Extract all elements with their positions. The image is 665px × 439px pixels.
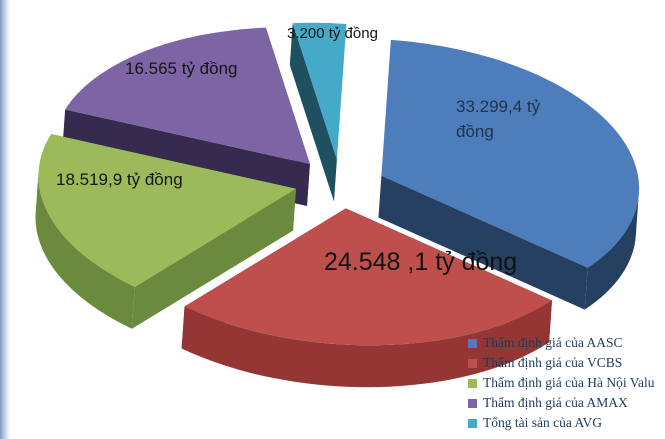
legend-marker-hanoi-valu-icon [468, 378, 477, 388]
pie-slice-side-aasc [378, 175, 588, 310]
legend-label-amax: Thẩm định giá của AMAX [483, 395, 628, 410]
legend-marker-aasc-icon [468, 338, 477, 348]
legend-label-vcbs: Thẩm định giá của VCBS [483, 355, 623, 370]
pie-slice-rim-hanoi-valu [35, 170, 135, 329]
legend-marker-amax-icon [468, 398, 477, 408]
pie-slice-amax [65, 27, 310, 165]
slide-left-border [0, 0, 10, 439]
value-label-avg: 3.200 tỷ đồng [287, 25, 378, 42]
pie-slice-rim-vcbs [181, 300, 552, 388]
pie-slice-rim-aasc [584, 193, 639, 310]
pie-slice-aasc [381, 39, 640, 268]
legend-row-aasc: Thẩm định giá của AASC [468, 333, 654, 353]
value-label-aasc: 33.299,4 tỷ đồng [456, 97, 541, 141]
pie-slice-side-hanoi-valu [131, 188, 296, 329]
legend-marker-vcbs-icon [468, 358, 477, 368]
legend-marker-avg-icon [468, 418, 477, 428]
legend-label-hanoi-valu: Thẩm định giá của Hà Nội Valu [483, 375, 655, 390]
value-label-amax: 16.565 tỷ đồng [125, 59, 238, 78]
pie-slice-vcbs [184, 208, 552, 346]
legend-row-hanoi-valu: Thẩm định giá của Hà Nội Valu [468, 373, 654, 393]
pie-slice-avg [292, 22, 347, 160]
value-label-hanoi-valu: 18.519,9 tỷ đồng [56, 170, 183, 189]
pie-slice-hanoi-valu [38, 134, 296, 287]
legend-row-vcbs: Thẩm định giá của VCBS [468, 353, 654, 373]
value-label-vcbs: 24.548 ,1 tỷ đồng [324, 248, 518, 276]
legend-label-avg: Tổng tài sản của AVG [483, 415, 602, 430]
pie-slice-side-avg [289, 23, 337, 202]
legend-row-amax: Thẩm định giá của AMAX [468, 393, 654, 413]
chart-legend: Thẩm định giá của AASC Thẩm định giá của… [468, 333, 654, 433]
legend-label-aasc: Thẩm định giá của AASC [483, 335, 623, 350]
legend-row-avg: Tổng tài sản của AVG [468, 413, 654, 433]
